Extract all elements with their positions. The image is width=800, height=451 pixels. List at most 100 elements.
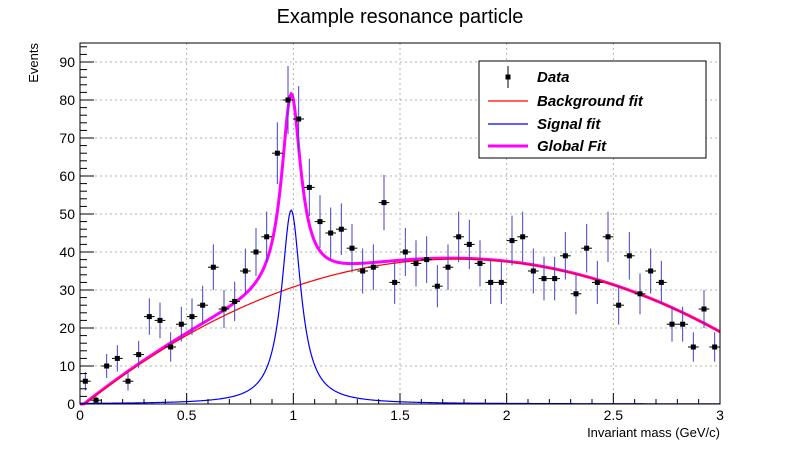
data-point	[250, 227, 262, 277]
data-marker	[370, 264, 376, 270]
data-point	[293, 86, 304, 152]
y-tick-label: 10	[59, 358, 75, 374]
y-tick-label: 30	[59, 282, 75, 298]
y-tick-label: 20	[59, 320, 75, 336]
data-point	[314, 195, 326, 248]
data-marker	[594, 279, 600, 285]
data-marker	[200, 302, 206, 308]
data-point	[677, 306, 688, 342]
x-tick-label: 3	[716, 407, 724, 423]
data-marker	[125, 378, 131, 384]
data-point	[602, 211, 614, 263]
data-marker	[274, 150, 280, 156]
data-point	[261, 211, 272, 263]
data-marker	[552, 276, 558, 282]
data-marker	[680, 321, 686, 327]
data-point	[144, 298, 155, 335]
data-point	[506, 215, 518, 266]
x-tick-label: 0.5	[177, 407, 197, 423]
data-marker	[616, 302, 622, 308]
data-points	[80, 66, 720, 404]
y-axis: 0 10 20 30 40 50 60 70 80 90	[59, 46, 94, 412]
data-marker	[434, 283, 440, 289]
data-point	[368, 244, 379, 290]
data-marker	[584, 245, 590, 251]
legend-entry-signal: Signal fit	[488, 116, 601, 133]
data-point	[688, 332, 699, 362]
data-marker	[189, 314, 195, 320]
data-marker	[360, 268, 366, 274]
data-marker	[104, 363, 110, 369]
data-marker	[466, 241, 472, 247]
y-tick-label: 0	[67, 396, 75, 412]
grid	[80, 43, 720, 404]
data-marker	[114, 355, 120, 361]
data-point	[474, 240, 486, 287]
legend-label-global: Global Fit	[537, 138, 607, 155]
y-tick-label: 80	[59, 92, 75, 108]
data-marker	[424, 257, 430, 263]
data-marker	[648, 268, 654, 274]
x-axis: 0 0.5 1 1.5 2 2.5 3	[76, 393, 724, 423]
data-marker	[520, 234, 526, 240]
y-axis-label: Events	[26, 43, 41, 83]
data-marker	[157, 317, 163, 323]
data-marker	[498, 279, 504, 285]
legend-box	[478, 60, 707, 159]
data-marker	[658, 279, 664, 285]
data-point	[229, 281, 240, 322]
data-marker	[413, 260, 419, 266]
y-tick-label: 60	[59, 168, 75, 184]
data-point	[346, 223, 358, 273]
data-point	[485, 260, 496, 304]
data-point	[154, 302, 166, 339]
data-point	[218, 290, 230, 328]
data-point	[133, 340, 144, 369]
data-marker	[328, 230, 334, 236]
data-marker	[221, 306, 227, 312]
data-point	[581, 223, 592, 273]
data-point	[272, 122, 283, 185]
y-tick-label: 50	[59, 206, 75, 222]
data-point	[666, 306, 678, 342]
data-point	[560, 232, 571, 280]
data-point	[453, 211, 464, 263]
data-marker	[530, 268, 536, 274]
data-marker	[456, 234, 462, 240]
data-point	[538, 256, 550, 301]
y-tick-label: 90	[59, 54, 75, 70]
data-point	[197, 285, 208, 325]
data-point	[698, 290, 710, 328]
data-point	[186, 298, 198, 335]
data-point	[656, 260, 667, 304]
y-tick-label: 70	[59, 130, 75, 146]
chart-title: Example resonance particle	[277, 6, 524, 28]
data-point	[634, 273, 646, 315]
background-fit-curve	[80, 258, 721, 405]
data-point	[165, 332, 176, 362]
data-point	[240, 248, 251, 294]
data-marker	[242, 268, 248, 274]
data-marker	[477, 260, 483, 266]
data-point	[592, 260, 603, 304]
data-marker	[488, 279, 494, 285]
x-axis-label: Invariant mass (GeV/c)	[587, 425, 720, 440]
data-marker	[136, 352, 142, 358]
y-tick-label: 40	[59, 244, 75, 260]
data-marker	[637, 291, 643, 297]
data-point	[208, 244, 219, 290]
x-tick-label: 1	[289, 407, 297, 423]
data-point	[624, 232, 635, 280]
data-marker	[509, 238, 515, 244]
data-point	[613, 285, 624, 325]
data-point	[282, 66, 294, 134]
data-point	[336, 203, 347, 255]
data-marker	[93, 397, 99, 403]
data-point	[570, 273, 582, 315]
data-point	[101, 353, 112, 379]
data-marker	[573, 291, 579, 297]
data-point	[122, 371, 134, 391]
x-tick-label: 2.5	[604, 407, 624, 423]
data-marker	[178, 321, 184, 327]
